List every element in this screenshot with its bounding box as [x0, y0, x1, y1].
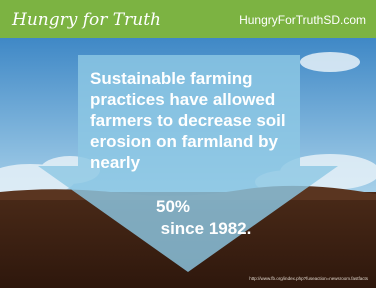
message-line: farmers to decrease soil [90, 111, 286, 130]
page: Hungry for Truth HungryForTruthSD.com Su… [0, 0, 376, 288]
message-line: erosion on farmland by [90, 132, 279, 151]
message-line: Sustainable farming [90, 69, 252, 88]
source: http://www.fb.org/index.php?fuseaction=n… [249, 276, 368, 281]
website: HungryForTruthSD.com [239, 13, 366, 27]
message-line: nearly [90, 153, 141, 172]
logo: Hungry for Truth [11, 10, 161, 30]
highlight: 50% [156, 197, 190, 216]
closing: since 1982. [161, 219, 252, 238]
infographic: Hungry for Truth HungryForTruthSD.com Su… [0, 0, 376, 288]
message-line: practices have allowed [90, 90, 275, 109]
